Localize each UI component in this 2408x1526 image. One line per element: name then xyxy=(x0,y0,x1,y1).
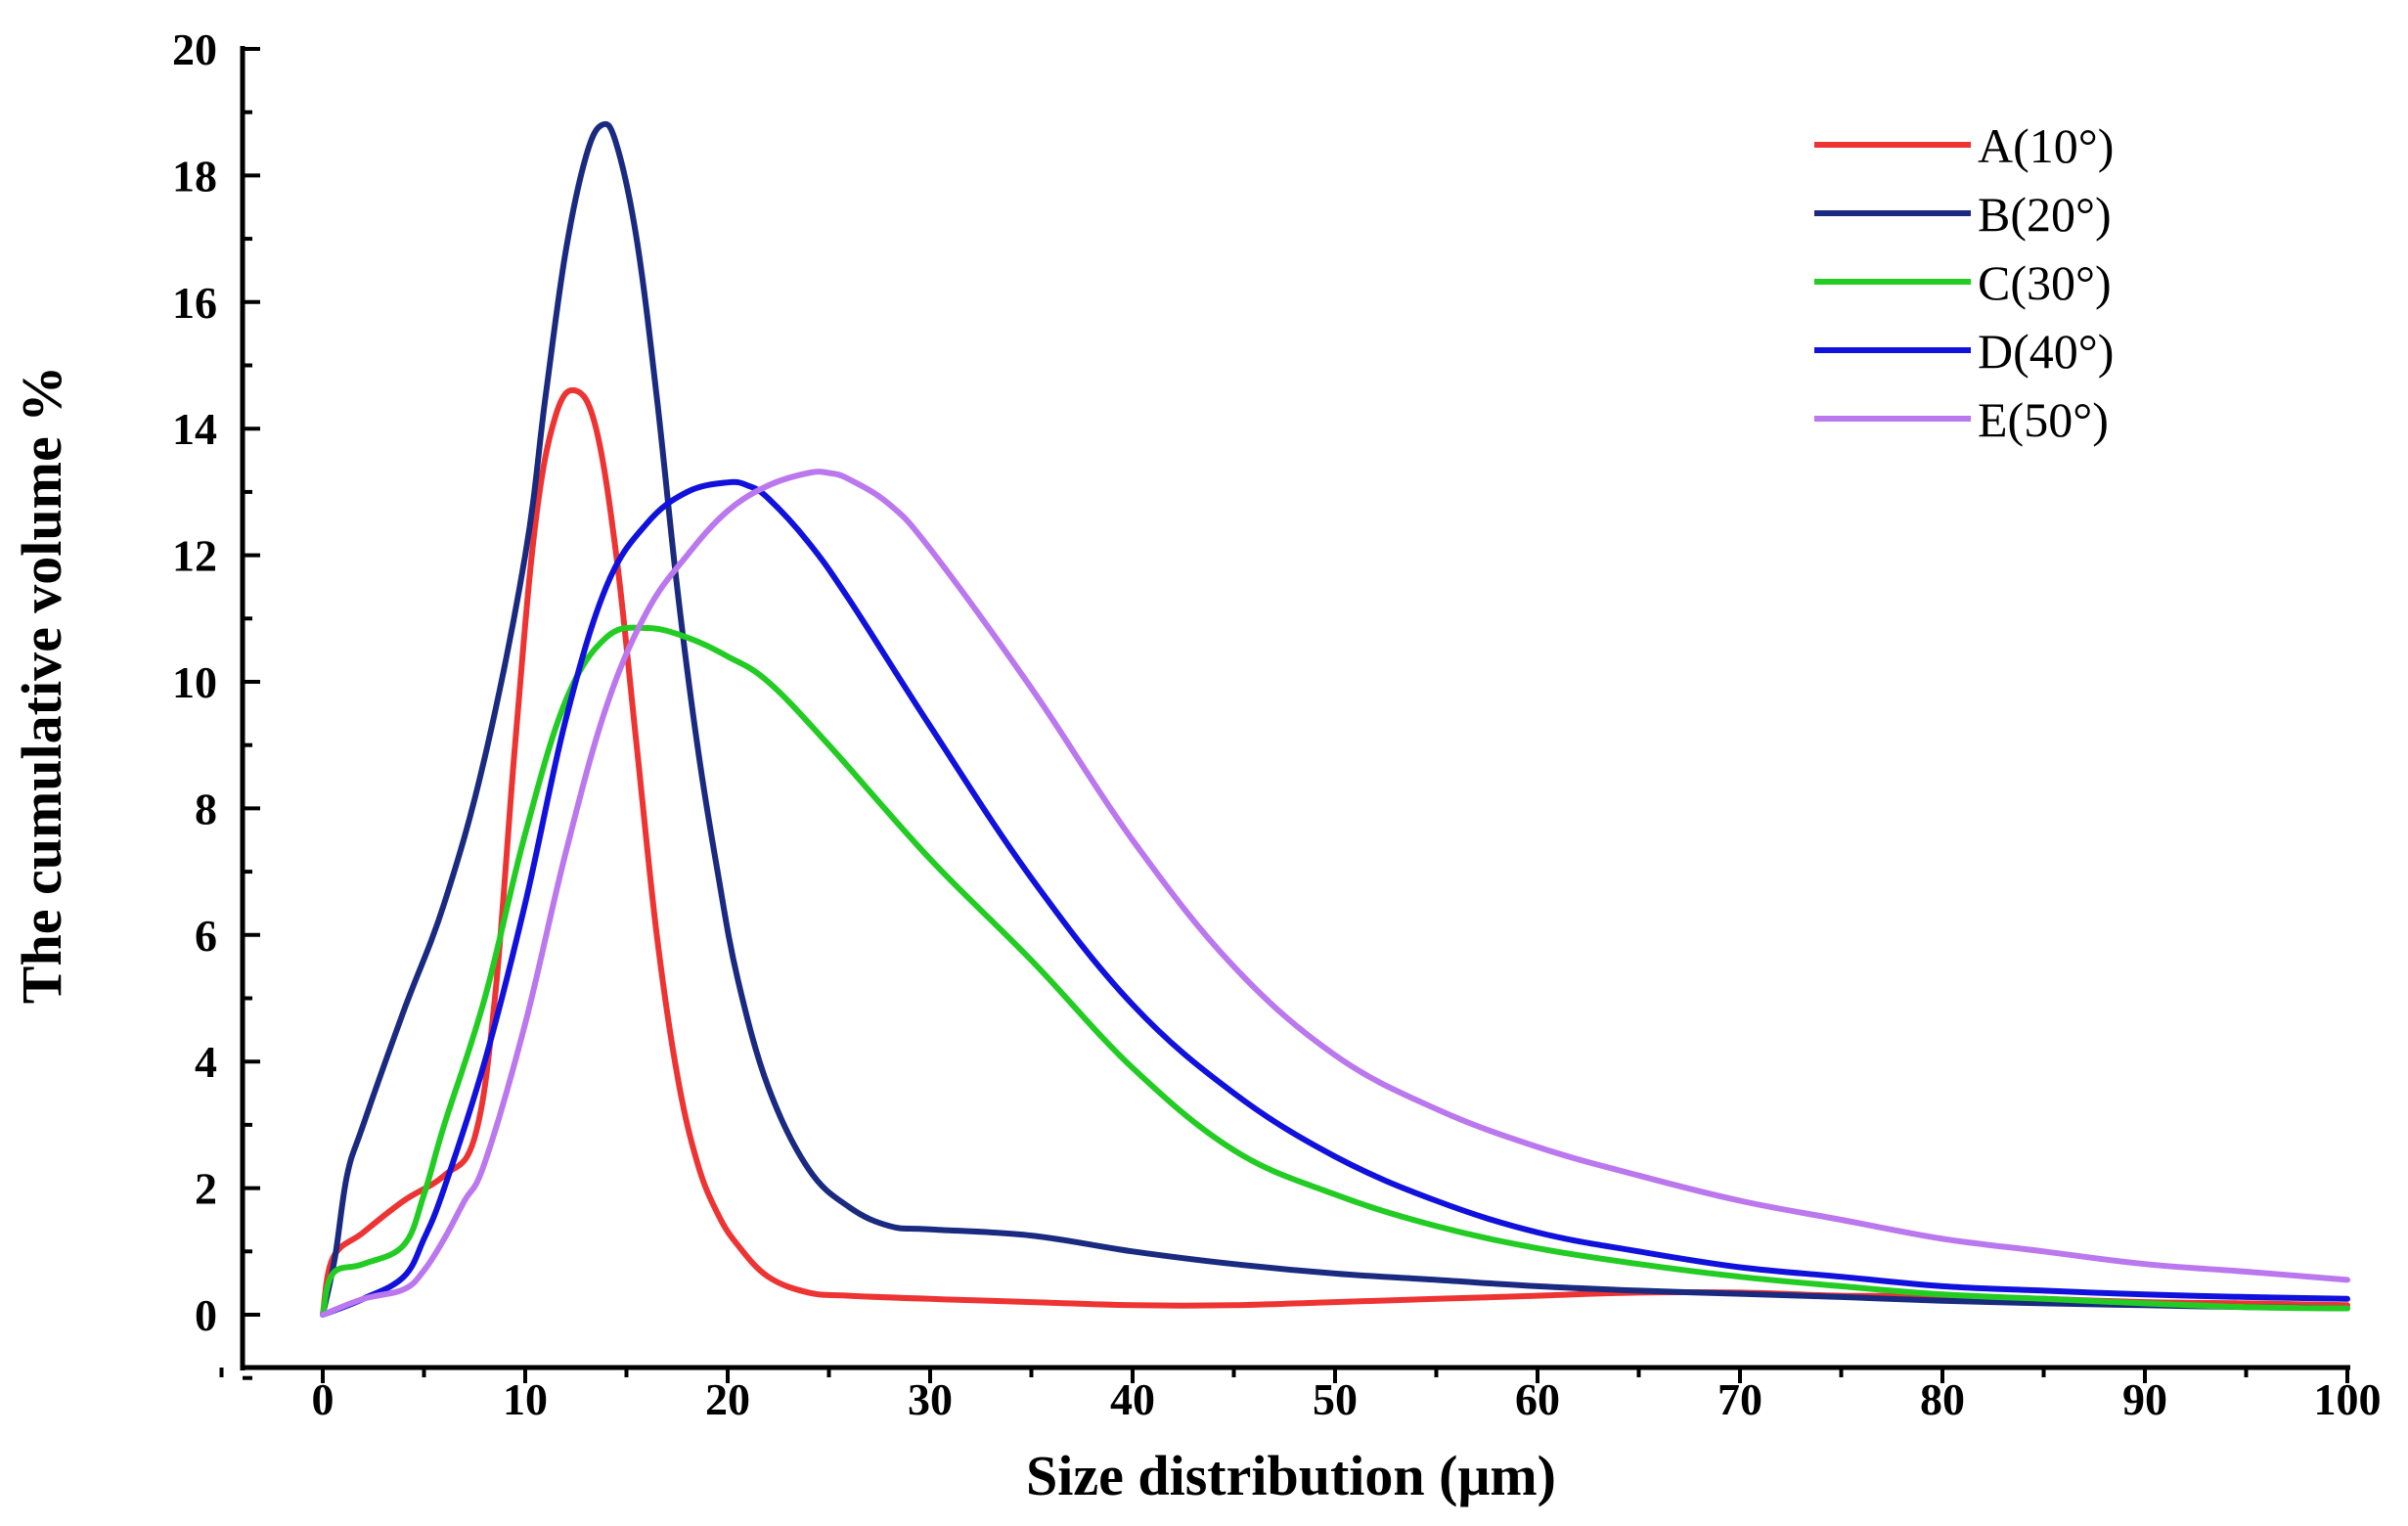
y-ticks: 0 2 4 6 8 10 12 14 16 18 20 xyxy=(172,24,260,1380)
legend-label-4: D(40°) xyxy=(1978,324,2114,379)
series-line-2 xyxy=(320,120,2350,1318)
series-line-3 xyxy=(320,624,2350,1318)
axes: 0 2 4 6 8 10 12 14 16 18 20 0 10 20 30 40 50 60 70 80 90 100 xyxy=(172,24,2382,1424)
legend-label-1: A(10°) xyxy=(1978,118,2114,173)
x-ticks: 0 10 20 30 40 50 60 70 80 90 100 xyxy=(219,1368,2382,1424)
x-tick-label: 40 xyxy=(1110,1374,1155,1424)
x-tick-label: 10 xyxy=(503,1374,548,1424)
y-tick-label: 14 xyxy=(172,404,217,454)
y-tick-label: 6 xyxy=(195,911,217,961)
y-tick-label: 20 xyxy=(172,24,217,74)
y-tick-label: 8 xyxy=(195,784,217,833)
x-tick-label: 0 xyxy=(312,1374,334,1424)
y-tick-label: 4 xyxy=(195,1037,217,1087)
legend: A(10°) B(20°) C(30°) D(40°) E(50°) xyxy=(1814,118,2114,447)
legend-label-3: C(30°) xyxy=(1978,255,2112,310)
x-tick-label: 50 xyxy=(1313,1374,1358,1424)
y-tick-label: 12 xyxy=(172,531,217,581)
y-tick-label: 18 xyxy=(172,151,217,201)
x-tick-label: 80 xyxy=(1920,1374,1965,1424)
y-tick-label: 10 xyxy=(172,657,217,707)
x-tick-label: 100 xyxy=(2314,1374,2382,1424)
x-axis-title: Size distribution (μm) xyxy=(1026,1444,1556,1507)
x-tick-label: 70 xyxy=(1717,1374,1762,1424)
y-axis-title: The cumulative volume % xyxy=(10,366,73,1004)
x-tick-label: 20 xyxy=(705,1374,750,1424)
series-line-4 xyxy=(320,478,2350,1318)
x-tick-label: 90 xyxy=(2122,1374,2167,1424)
x-tick-label: 60 xyxy=(1515,1374,1560,1424)
series-line-1 xyxy=(320,386,2350,1318)
y-tick-label: 16 xyxy=(172,278,217,328)
legend-label-5: E(50°) xyxy=(1978,392,2109,447)
y-tick-label: 0 xyxy=(195,1290,217,1340)
x-tick-label: 30 xyxy=(908,1374,953,1424)
y-tick-label: 2 xyxy=(195,1164,217,1214)
legend-label-2: B(20°) xyxy=(1978,187,2112,242)
series-lines xyxy=(320,120,2350,1318)
series-line-5 xyxy=(320,469,2350,1318)
